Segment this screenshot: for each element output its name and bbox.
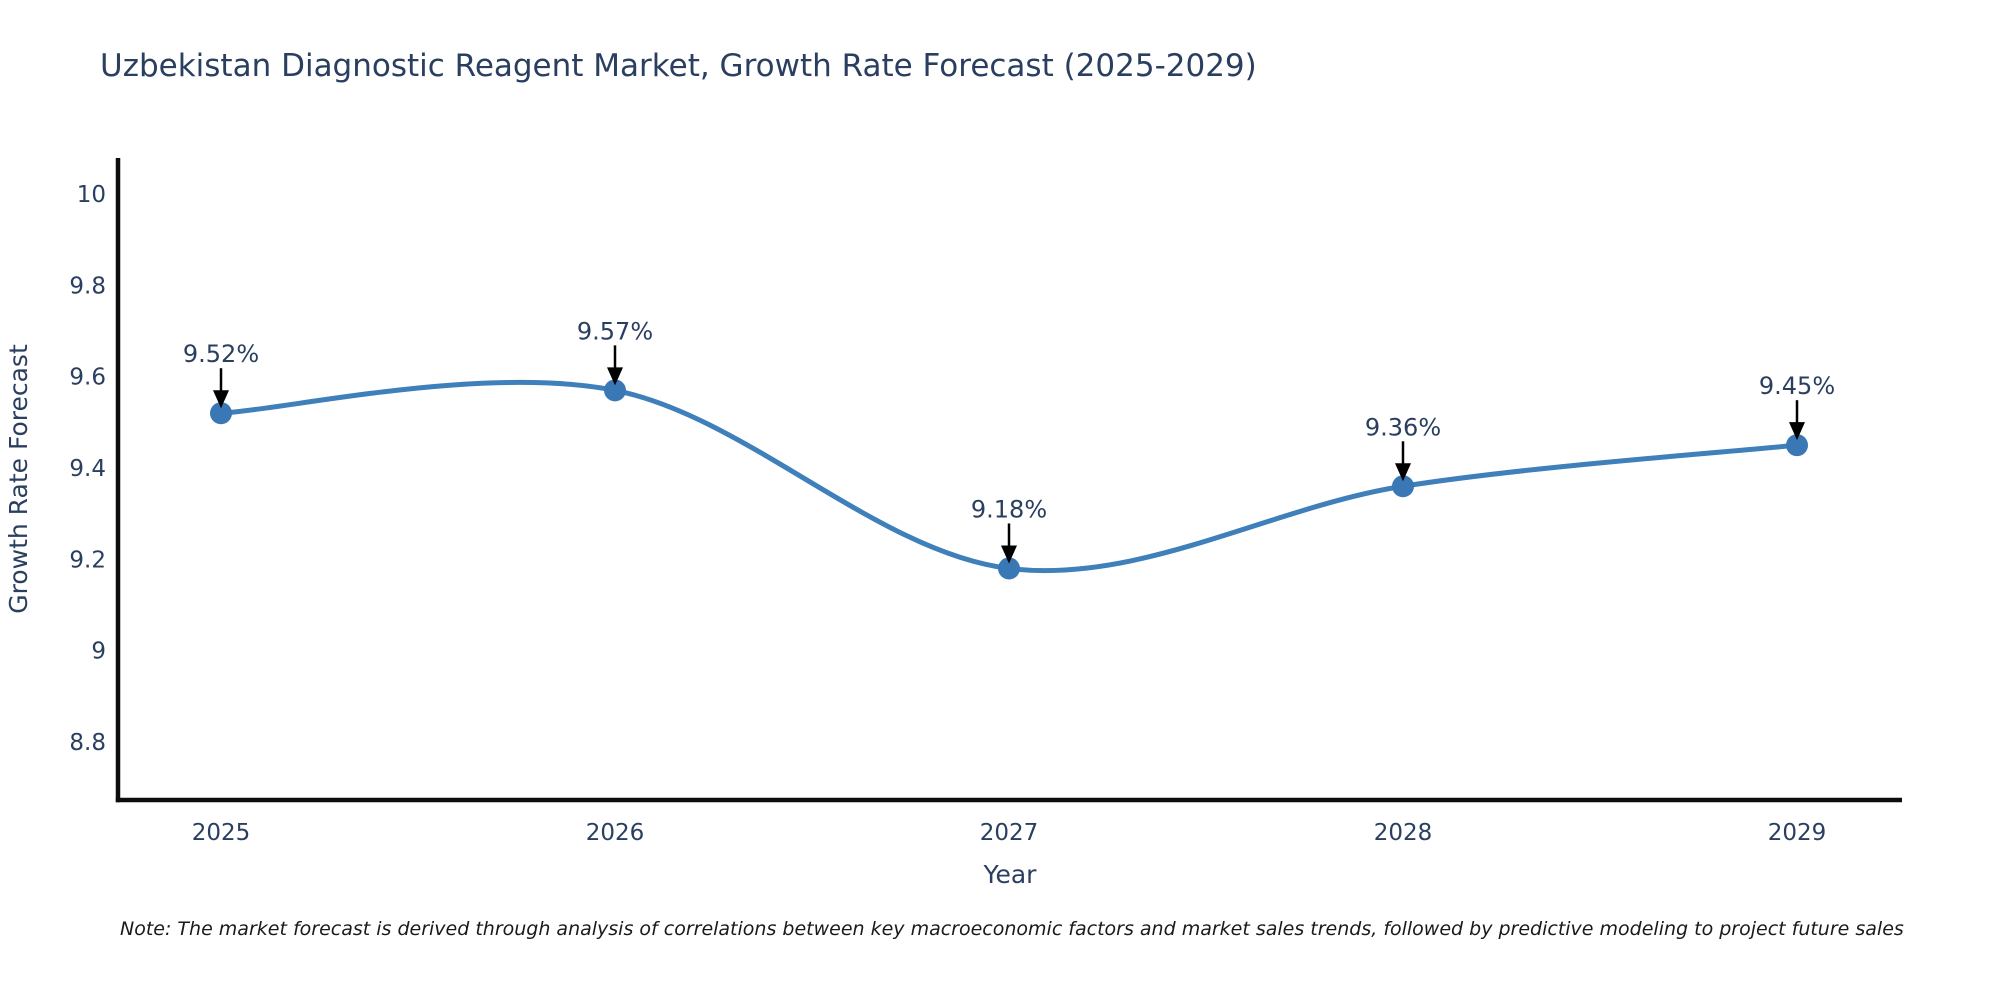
- data-point-2026[interactable]: [604, 379, 626, 402]
- annotation-arrowhead-icon: [1001, 545, 1017, 564]
- x-axis-tick-label: 2028: [1374, 820, 1433, 846]
- point-annotation-label: 9.45%: [1759, 372, 1835, 400]
- y-axis-tick-label: 9: [91, 639, 106, 665]
- x-axis-tick-label: 2026: [586, 820, 645, 846]
- chart-note: Note: The market forecast is derived thr…: [120, 918, 1904, 940]
- y-axis-tick-label: 9.8: [69, 273, 106, 299]
- annotation-arrowhead-icon: [1789, 422, 1805, 441]
- data-point-2029[interactable]: [1786, 434, 1808, 457]
- data-point-2025[interactable]: [210, 402, 232, 425]
- point-annotation-label: 9.57%: [577, 317, 653, 345]
- y-axis-tick-label: 8.8: [69, 730, 106, 756]
- annotation-arrowhead-icon: [213, 390, 229, 409]
- y-axis-tick-label: 10: [77, 182, 106, 208]
- point-annotation-label: 9.18%: [971, 495, 1047, 523]
- chart-title: Uzbekistan Diagnostic Reagent Market, Gr…: [100, 48, 1257, 84]
- annotation-arrowhead-icon: [1395, 463, 1411, 482]
- y-axis-tick-label: 9.2: [69, 547, 106, 573]
- y-axis-tick-label: 9.6: [69, 365, 106, 391]
- point-annotation-label: 9.36%: [1365, 413, 1441, 441]
- y-axis-title: Growth Rate Forecast: [4, 344, 33, 614]
- x-axis-tick-label: 2025: [192, 820, 251, 846]
- x-axis-title: Year: [983, 860, 1038, 889]
- annotation-arrowhead-icon: [607, 367, 623, 386]
- y-axis-tick-label: 9.4: [69, 456, 106, 482]
- x-axis-tick-label: 2027: [980, 820, 1039, 846]
- data-point-2027[interactable]: [998, 557, 1020, 580]
- x-axis-tick-label: 2029: [1768, 820, 1827, 846]
- point-annotation-label: 9.52%: [183, 340, 259, 368]
- data-point-2028[interactable]: [1392, 475, 1414, 498]
